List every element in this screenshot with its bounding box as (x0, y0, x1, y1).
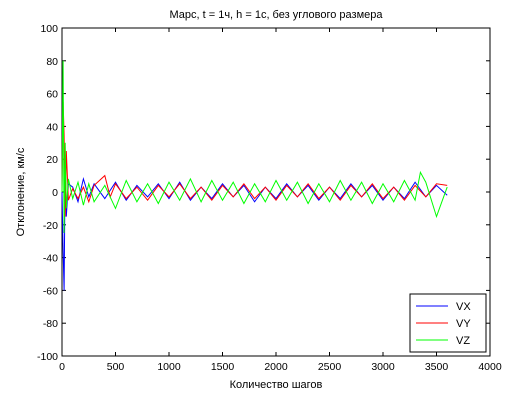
y-axis: 100 80 60 40 20 0 -20 -40 -60 -80 -100 (37, 23, 490, 363)
y-tick-label: 0 (52, 187, 58, 199)
x-tick-label: 1500 (211, 361, 235, 373)
y-tick-label: -20 (43, 220, 58, 232)
y-tick-label: 80 (46, 56, 58, 68)
x-tick-label: 1000 (157, 361, 181, 373)
x-tick-label: 2000 (264, 361, 288, 373)
y-tick-label: 20 (46, 154, 58, 166)
y-axis-label: Отклонение, км/с (15, 147, 27, 236)
x-tick-label: 2500 (318, 361, 342, 373)
series-vz-line (61, 60, 448, 234)
x-axis: 0 500 1000 1500 2000 2500 3000 3500 4000 (59, 28, 502, 373)
legend-label-vz: VZ (456, 335, 470, 347)
x-tick-label: 3000 (371, 361, 395, 373)
x-axis-label: Количество шагов (230, 379, 323, 391)
series-layer (61, 60, 448, 291)
y-tick-label: -100 (37, 351, 58, 363)
x-tick-label: 0 (59, 361, 65, 373)
y-tick-label: 40 (46, 121, 58, 133)
x-tick-label: 500 (107, 361, 125, 373)
legend-label-vx: VX (456, 301, 471, 313)
y-tick-label: -80 (43, 318, 58, 330)
series-vy-line (61, 101, 448, 217)
y-tick-label: -40 (43, 253, 58, 265)
legend-label-vy: VY (456, 318, 471, 330)
x-tick-label: 4000 (478, 361, 502, 373)
y-tick-label: 60 (46, 89, 58, 101)
x-tick-label: 3500 (425, 361, 449, 373)
y-tick-label: 100 (40, 23, 58, 35)
legend: VX VY VZ (409, 293, 487, 353)
y-tick-label: -60 (43, 285, 58, 297)
chart-title: Марс, t = 1ч, h = 1с, без углового разме… (169, 9, 383, 21)
